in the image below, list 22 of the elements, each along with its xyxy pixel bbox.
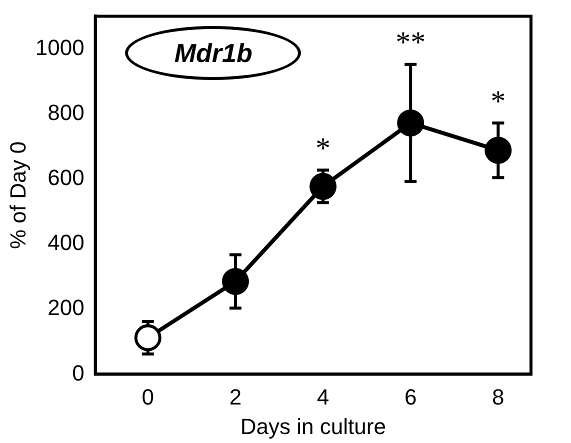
ellipse-outline: Mdr1b xyxy=(125,26,302,80)
point xyxy=(310,172,337,200)
y-tick-label: 0 xyxy=(72,360,84,386)
point xyxy=(222,268,249,295)
x-axis-title: Days in culture xyxy=(240,414,386,439)
point xyxy=(484,136,512,164)
annotation: * xyxy=(490,84,506,118)
annotation: * xyxy=(316,132,331,166)
y-tick-label: 200 xyxy=(48,295,84,320)
point xyxy=(397,109,424,136)
x-tick-label: 6 xyxy=(404,384,417,410)
y-axis-title: % of Day 0 xyxy=(5,141,30,250)
y-tick-label: 400 xyxy=(48,230,84,256)
y-tick-label: 800 xyxy=(48,100,84,125)
point xyxy=(134,324,162,352)
x-tick-label: 2 xyxy=(229,384,242,410)
annotation: ** xyxy=(396,26,426,60)
x-tick-label: 4 xyxy=(316,384,330,410)
y-tick-label: 1000 xyxy=(35,34,84,60)
y-tick-label: 600 xyxy=(48,164,84,190)
x-tick-label: 0 xyxy=(142,384,154,410)
x-tick-label: 8 xyxy=(492,384,504,410)
